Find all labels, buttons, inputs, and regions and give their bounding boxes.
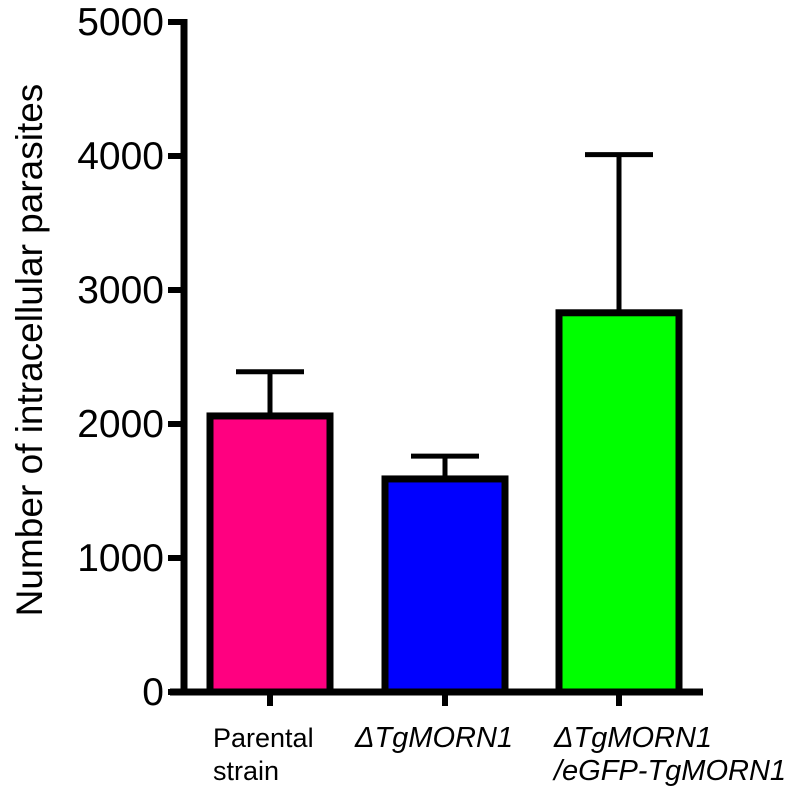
y-tick-label: 2000 — [77, 403, 164, 446]
y-tick-label: 3000 — [77, 269, 164, 312]
y-tick-label: 5000 — [77, 1, 164, 44]
bar — [555, 309, 683, 696]
bar — [206, 412, 334, 696]
x-category-label: ΔTgMORN1 — [553, 722, 712, 754]
bar — [381, 475, 509, 696]
x-category-label: ΔTgMORN1 — [354, 722, 513, 754]
y-tick-label: 4000 — [77, 135, 164, 178]
bars-layer — [206, 152, 683, 696]
y-tick-label: 1000 — [77, 537, 164, 580]
axes-layer — [168, 19, 703, 706]
y-axis-label: Number of intracellular parasites — [9, 84, 50, 617]
y-tick-label: 0 — [142, 671, 164, 714]
x-category-label: strain — [213, 756, 279, 786]
x-category-label: /eGFP-TgMORN1 — [552, 755, 786, 787]
x-category-label: Parental — [213, 723, 314, 753]
